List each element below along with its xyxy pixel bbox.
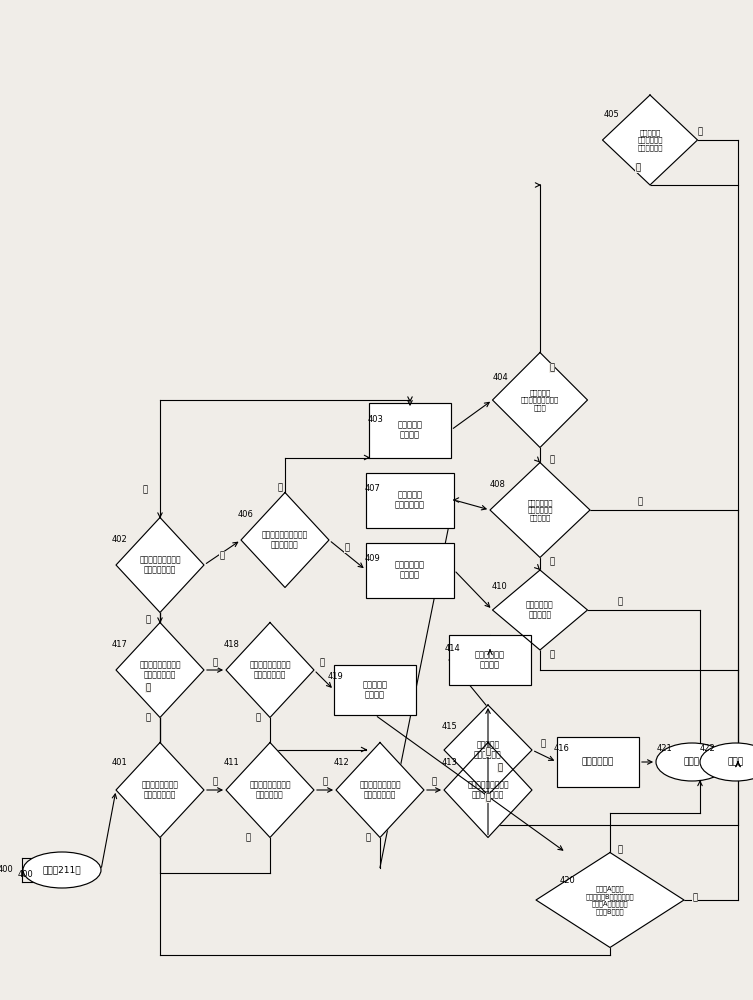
Text: 数值和双区间
进行比较: 数值和双区间 进行比较: [475, 650, 505, 670]
Text: 否: 否: [486, 748, 490, 756]
Polygon shape: [116, 622, 204, 718]
Text: 405: 405: [604, 110, 620, 119]
Polygon shape: [490, 462, 590, 558]
Text: 411: 411: [224, 758, 239, 767]
Text: 数值满足原有
区间的范围: 数值满足原有 区间的范围: [526, 600, 554, 620]
Polygon shape: [444, 742, 532, 838]
Text: 408: 408: [490, 480, 506, 489]
Text: 是: 是: [550, 558, 554, 566]
FancyBboxPatch shape: [557, 737, 639, 787]
Text: 单区间和数值
进行比较: 单区间和数值 进行比较: [395, 560, 425, 580]
Text: 否: 否: [145, 615, 151, 624]
Text: 两个单区间
进行比较: 两个单区间 进行比较: [398, 420, 422, 440]
Text: 否: 否: [550, 456, 554, 464]
Polygon shape: [241, 492, 329, 587]
Text: 判断单区间
下限是否小于
单区间的上限: 判断单区间 下限是否小于 单区间的上限: [637, 129, 663, 151]
Text: 否: 否: [255, 714, 261, 722]
FancyBboxPatch shape: [369, 402, 451, 458]
Text: 是: 是: [697, 127, 703, 136]
FancyBboxPatch shape: [366, 542, 454, 597]
Text: 420: 420: [560, 876, 576, 885]
Text: 是: 是: [219, 552, 224, 560]
Text: 413: 413: [442, 758, 458, 767]
FancyBboxPatch shape: [334, 665, 416, 715]
Text: 双区间A的下限
小于双区间B的上限，并且
双区间A的上限大于
双区间B的下限: 双区间A的下限 小于双区间B的上限，并且 双区间A的上限大于 双区间B的下限: [586, 885, 634, 915]
Text: 否: 否: [365, 834, 370, 842]
Text: 被测句中的区间上限
和下限是否相等: 被测句中的区间上限 和下限是否相等: [467, 780, 509, 800]
Polygon shape: [536, 852, 684, 948]
Text: 否: 否: [277, 484, 282, 492]
Text: 418: 418: [224, 640, 240, 649]
Text: 否: 否: [145, 714, 151, 722]
Text: 421: 421: [657, 744, 672, 753]
Text: 否: 否: [638, 497, 642, 506]
Ellipse shape: [656, 743, 728, 781]
Text: 是: 是: [322, 778, 328, 786]
Text: 419: 419: [328, 672, 344, 681]
Text: 有交集: 有交集: [684, 758, 700, 766]
Text: 412: 412: [334, 758, 349, 767]
Text: 401: 401: [112, 758, 128, 767]
Polygon shape: [116, 518, 204, 612]
Text: 416: 416: [554, 744, 570, 753]
Text: 被测句中的区间上限
和下限是否相等: 被测句中的区间上限 和下限是否相等: [249, 660, 291, 680]
Text: 400: 400: [0, 865, 13, 874]
Text: 是: 是: [319, 658, 325, 668]
Text: 无交集: 无交集: [728, 758, 744, 766]
Text: 否: 否: [245, 834, 251, 842]
FancyBboxPatch shape: [449, 635, 531, 685]
Text: 源句中的区间上限和
下限是否相等: 源句中的区间上限和 下限是否相等: [249, 780, 291, 800]
Text: 406: 406: [238, 510, 254, 519]
Text: 是: 是: [212, 778, 218, 786]
Ellipse shape: [700, 743, 753, 781]
Text: 414: 414: [445, 644, 461, 653]
Text: 否: 否: [636, 163, 641, 172]
Polygon shape: [444, 705, 532, 795]
Text: 两个双区间
进行比较: 两个双区间 进行比较: [362, 680, 388, 700]
Text: 402: 402: [112, 535, 128, 544]
Text: 是: 是: [344, 544, 349, 552]
Polygon shape: [116, 742, 204, 838]
Text: 是: 是: [431, 778, 437, 786]
Text: 源句中区间上限和
下限是否都存在: 源句中区间上限和 下限是否都存在: [142, 780, 178, 800]
Text: 数值和数值
进行大小比较: 数值和数值 进行大小比较: [474, 740, 502, 760]
Text: 否: 否: [142, 486, 148, 494]
Text: 400: 400: [18, 870, 34, 879]
Text: 415: 415: [442, 722, 458, 731]
Text: 是: 是: [617, 846, 623, 854]
Text: 判断两个单
区间是否同时为上限
或下限: 判断两个单 区间是否同时为上限 或下限: [521, 389, 559, 411]
Text: 被测句中的区间上限和
下限是否相等: 被测句中的区间上限和 下限是否相等: [262, 530, 308, 550]
Text: 数值比较结果: 数值比较结果: [582, 758, 614, 766]
Text: 422: 422: [700, 744, 716, 753]
Text: 否: 否: [486, 794, 490, 802]
Text: 是: 是: [617, 597, 623, 606]
Text: 409: 409: [365, 554, 381, 563]
Polygon shape: [226, 622, 314, 718]
Polygon shape: [492, 570, 587, 650]
Text: 403: 403: [368, 415, 384, 424]
Text: 被测句中区间上限和
下限是否都存在: 被测句中区间上限和 下限是否都存在: [139, 555, 181, 575]
Text: 否: 否: [145, 684, 151, 692]
Polygon shape: [602, 95, 697, 185]
Text: 单区间和双
区间进行比较: 单区间和双 区间进行比较: [395, 490, 425, 510]
Text: 否: 否: [693, 894, 697, 902]
Text: 是: 是: [541, 740, 546, 748]
Text: 410: 410: [492, 582, 508, 591]
Text: 单区间的上限
或者下限是否
属于双区间: 单区间的上限 或者下限是否 属于双区间: [527, 499, 553, 521]
Text: 417: 417: [112, 640, 128, 649]
Text: 否: 否: [550, 650, 554, 660]
Polygon shape: [492, 353, 587, 448]
Text: 开始（211）: 开始（211）: [43, 865, 81, 874]
Text: 是: 是: [212, 658, 218, 668]
Polygon shape: [336, 742, 424, 838]
Polygon shape: [226, 742, 314, 838]
Text: 404: 404: [493, 373, 509, 382]
FancyBboxPatch shape: [366, 473, 454, 528]
Text: 被测句中区间上限和
下限是否都存在: 被测句中区间上限和 下限是否都存在: [139, 660, 181, 680]
Ellipse shape: [23, 852, 101, 888]
Text: 被测句中区间上限和
下限是否都存在: 被测句中区间上限和 下限是否都存在: [359, 780, 401, 800]
Text: 是: 是: [498, 764, 502, 772]
Text: 407: 407: [365, 484, 381, 493]
Text: 是: 是: [550, 363, 554, 372]
